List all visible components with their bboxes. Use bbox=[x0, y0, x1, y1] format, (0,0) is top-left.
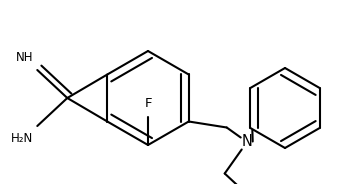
Text: H₂N: H₂N bbox=[11, 132, 33, 145]
Text: N: N bbox=[241, 134, 252, 149]
Text: NH: NH bbox=[16, 51, 33, 64]
Text: F: F bbox=[144, 97, 152, 110]
